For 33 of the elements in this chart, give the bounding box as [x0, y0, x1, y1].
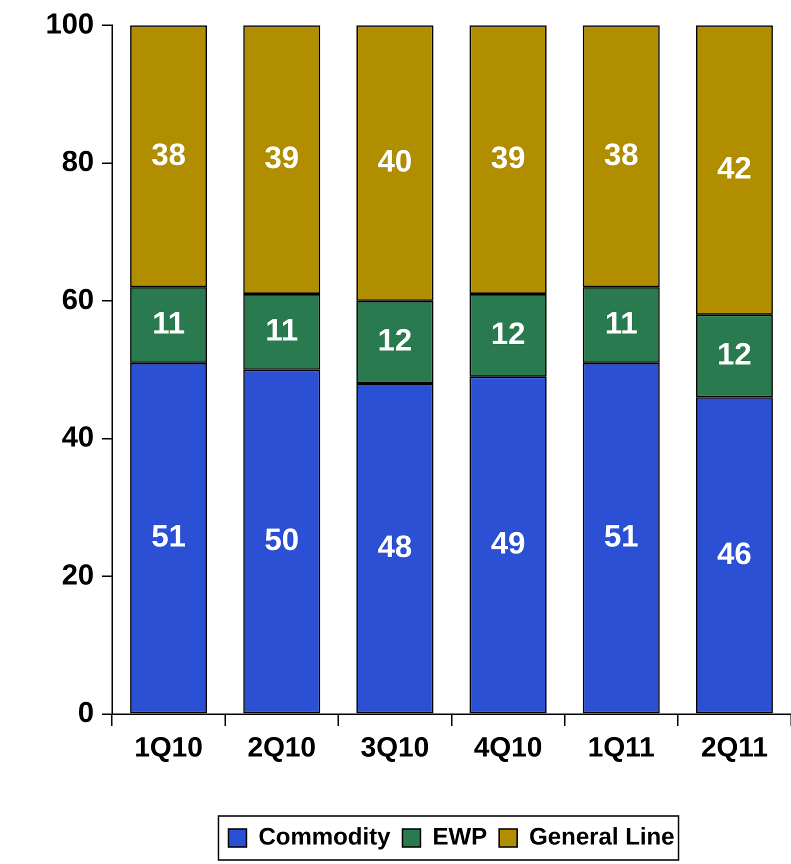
legend-label: Commodity — [258, 824, 392, 851]
data-label: 38 — [151, 136, 186, 172]
x-tick-label: 2Q11 — [700, 732, 768, 763]
y-tick-label: 100 — [46, 8, 94, 40]
data-label: 39 — [264, 140, 299, 176]
data-label: 12 — [378, 322, 412, 358]
data-label: 42 — [717, 150, 752, 186]
data-label: 38 — [604, 136, 638, 172]
data-label: 11 — [152, 305, 185, 340]
data-label: 11 — [604, 305, 638, 340]
x-tick-label: 1Q11 — [588, 732, 655, 763]
y-tick-label: 20 — [62, 559, 94, 592]
data-label: 46 — [717, 536, 752, 571]
data-label: 51 — [604, 518, 638, 554]
data-label: 11 — [265, 312, 298, 348]
data-label: 40 — [378, 144, 412, 179]
data-label: 12 — [717, 336, 752, 372]
x-tick-label: 4Q10 — [474, 732, 542, 763]
data-label: 50 — [264, 522, 299, 558]
data-label: 48 — [378, 528, 412, 564]
data-label: 51 — [151, 518, 186, 554]
y-tick-label: 0 — [78, 697, 94, 729]
data-label: 49 — [490, 525, 526, 560]
y-tick-label: 80 — [62, 146, 94, 178]
x-tick-label: 1Q10 — [134, 732, 203, 763]
legend-label: EWP — [432, 824, 488, 851]
y-tick-label: 60 — [62, 284, 94, 316]
data-label: 39 — [490, 140, 526, 176]
y-tick-label: 40 — [62, 422, 94, 454]
x-tick-label: 3Q10 — [360, 732, 430, 763]
x-tick-label: 2Q10 — [248, 732, 316, 763]
data-label: 12 — [490, 316, 526, 351]
legend-label: General Line — [529, 824, 675, 851]
